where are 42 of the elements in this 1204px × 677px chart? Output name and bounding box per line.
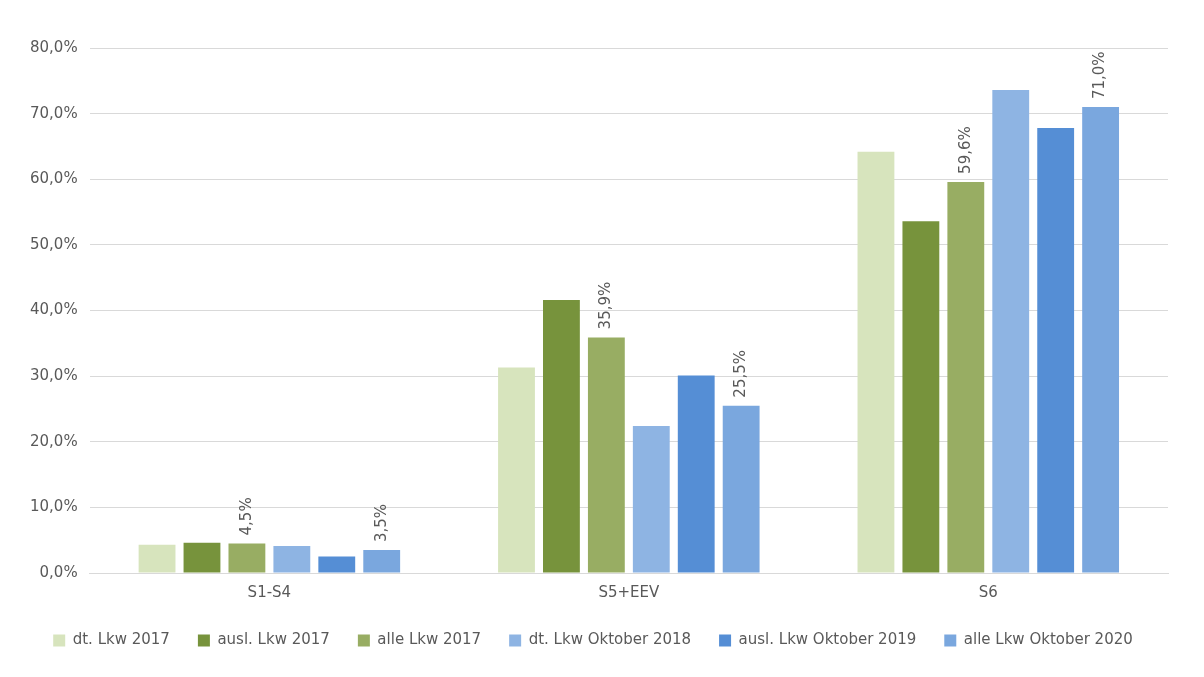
bar xyxy=(183,542,221,573)
legend-label: alle Lkw 2017 xyxy=(377,630,482,649)
x-tick-label: S5+EEV xyxy=(598,582,660,601)
y-tick-label: 30,0% xyxy=(30,366,78,385)
data-label: 3,5% xyxy=(371,503,390,543)
bar xyxy=(587,337,625,573)
bar xyxy=(947,181,985,573)
bar xyxy=(228,543,266,573)
legend-label: alle Lkw Oktober 2020 xyxy=(963,630,1133,649)
bar xyxy=(992,90,1030,573)
bar xyxy=(363,550,401,573)
bar xyxy=(1082,107,1120,573)
data-label: 59,6% xyxy=(955,126,974,174)
y-tick-label: 0,0% xyxy=(39,562,78,581)
bar xyxy=(722,405,760,573)
data-label: 35,9% xyxy=(596,281,615,330)
y-tick-label: 50,0% xyxy=(30,234,78,253)
bar xyxy=(498,367,535,573)
y-tick-label: 60,0% xyxy=(30,169,78,188)
bar xyxy=(273,546,311,573)
x-tick-label: S6 xyxy=(978,582,998,601)
bar xyxy=(543,300,580,573)
legend-label: dt. Lkw 2017 xyxy=(72,630,170,649)
legend-label: dt. Lkw Oktober 2018 xyxy=(528,630,692,649)
y-tick-label: 80,0% xyxy=(30,37,78,56)
bar xyxy=(632,426,670,573)
legend-label: ausl. Lkw 2017 xyxy=(217,630,330,649)
bar xyxy=(138,544,176,573)
bar xyxy=(677,375,715,573)
bar xyxy=(902,221,940,573)
data-label: 71,0% xyxy=(1090,51,1109,100)
bar xyxy=(318,556,356,573)
y-tick-label: 70,0% xyxy=(30,103,78,122)
data-label: 4,5% xyxy=(236,497,255,536)
y-tick-label: 20,0% xyxy=(30,431,78,450)
bar xyxy=(857,151,895,573)
data-label: 25,5% xyxy=(731,350,750,398)
bar xyxy=(1037,128,1075,573)
y-tick-label: 10,0% xyxy=(30,497,78,516)
legend-label: ausl. Lkw Oktober 2019 xyxy=(738,630,917,649)
y-tick-label: 40,0% xyxy=(30,300,78,319)
x-tick-label: S1-S4 xyxy=(247,582,292,601)
